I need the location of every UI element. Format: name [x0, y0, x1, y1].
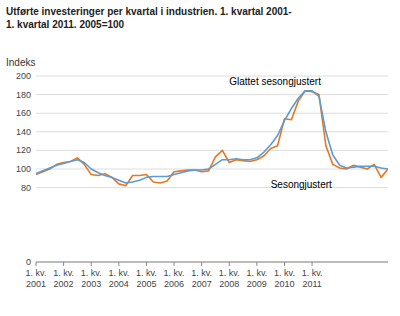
- y-label: Indeks: [6, 57, 35, 68]
- chart: Utførte investeringer per kvartal i indu…: [0, 0, 400, 316]
- plot-area: [36, 91, 388, 186]
- text-line: 1. kv.: [53, 268, 74, 278]
- series-label: Sesongjustert: [271, 179, 332, 190]
- x-tick-label: 1. kv.2006: [164, 268, 185, 289]
- text-line: Utførte investeringer per kvartal i indu…: [6, 6, 292, 17]
- text-line: 2005: [136, 279, 156, 289]
- x-tick: [146, 262, 147, 266]
- grid-line: [36, 113, 388, 114]
- y-tick-label: 80: [21, 183, 31, 193]
- text-line: 2001: [26, 279, 46, 289]
- text-line: 2003: [81, 279, 101, 289]
- series-label: Glattet sesongjustert: [229, 76, 321, 87]
- x-tick-label: 1. kv.2010: [274, 268, 295, 289]
- x-tick: [91, 262, 92, 266]
- grid-line: [36, 262, 388, 263]
- x-tick-label: 1. kv.2002: [53, 268, 74, 289]
- text-line: 1. kv.: [108, 268, 129, 278]
- x-tick-label: 1. kv.2011: [302, 268, 323, 289]
- x-tick: [256, 262, 257, 266]
- x-tick-label: 1. kv.2004: [108, 268, 129, 289]
- y-tick-label: 200: [16, 71, 31, 81]
- text-line: 2004: [109, 279, 129, 289]
- text-line: 2010: [274, 279, 294, 289]
- x-tick: [229, 262, 230, 266]
- text-line: 1. kv.: [26, 268, 47, 278]
- x-tick-label: 1. kv.2008: [219, 268, 240, 289]
- text-line: 1. kv.: [81, 268, 102, 278]
- x-tick-label: 1. kv.2005: [136, 268, 157, 289]
- y-tick-label: 180: [16, 90, 31, 100]
- grid-line: [36, 187, 388, 188]
- y-tick-label: 100: [16, 164, 31, 174]
- text-line: 2006: [164, 279, 184, 289]
- title: Utførte investeringer per kvartal i indu…: [6, 6, 292, 30]
- text-line: 1. kv.: [164, 268, 185, 278]
- x-tick-label: 1. kv.2003: [81, 268, 102, 289]
- series-line: [36, 91, 388, 183]
- y-tick-label: 120: [16, 145, 31, 155]
- x-tick: [201, 262, 202, 266]
- x-tick-label: 1. kv.2009: [246, 268, 267, 289]
- x-tick-label: 1. kv.2001: [26, 268, 47, 289]
- x-tick: [284, 262, 285, 266]
- y-tick-label: 160: [16, 108, 31, 118]
- x-tick: [118, 262, 119, 266]
- text-line: 2011: [302, 279, 321, 289]
- y-tick-label: 140: [16, 127, 31, 137]
- text-line: 2009: [247, 279, 267, 289]
- series-line: [36, 91, 388, 186]
- text-line: 1. kvartal 2011. 2005=100: [6, 19, 125, 30]
- text-line: 1. kv.: [246, 268, 267, 278]
- x-tick-label: 1. kv.2007: [191, 268, 212, 289]
- grid-line: [36, 131, 388, 132]
- text-line: 1. kv.: [274, 268, 295, 278]
- text-line: 1. kv.: [191, 268, 212, 278]
- text-line: 1. kv.: [136, 268, 157, 278]
- x-axis-line: [36, 262, 388, 263]
- text-line: 1. kv.: [219, 268, 240, 278]
- x-tick: [63, 262, 64, 266]
- grid-line: [36, 94, 388, 95]
- text-line: 2007: [192, 279, 212, 289]
- grid-line: [36, 76, 388, 77]
- y-tick-label: 0: [26, 257, 31, 267]
- text-line: 1. kv.: [302, 268, 323, 278]
- grid-line: [36, 169, 388, 170]
- x-tick: [36, 262, 37, 266]
- x-tick: [174, 262, 175, 266]
- grid-line: [36, 150, 388, 151]
- text-line: 2002: [54, 279, 74, 289]
- x-tick: [312, 262, 313, 266]
- text-line: 2008: [219, 279, 239, 289]
